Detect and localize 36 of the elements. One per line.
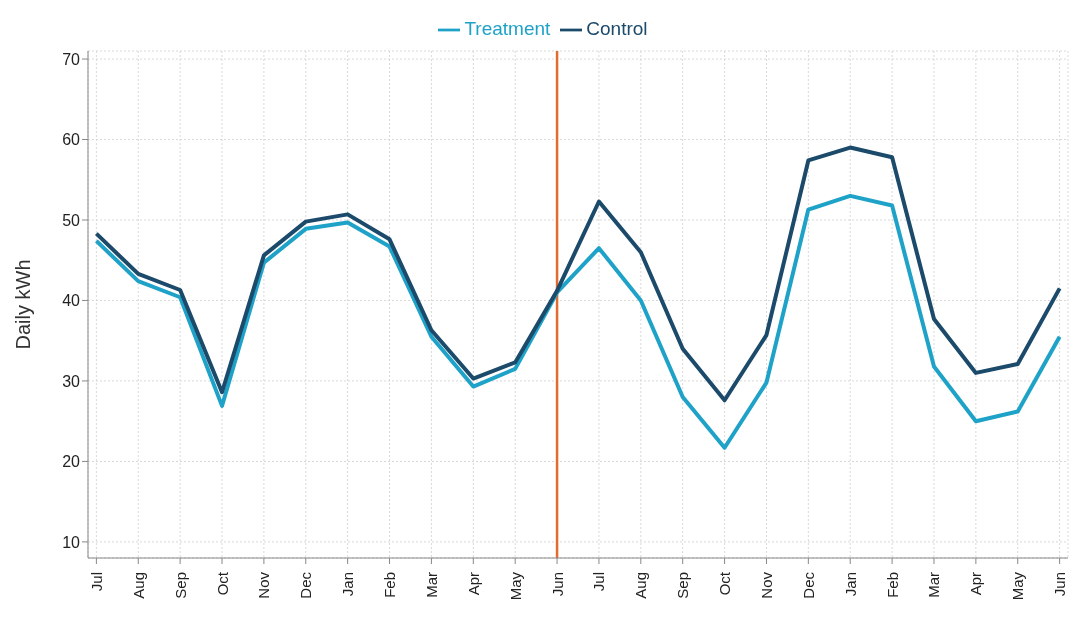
x-tick-label: Mar bbox=[422, 572, 440, 598]
line-series bbox=[94, 145, 1062, 403]
x-tick-label: Jan bbox=[339, 572, 357, 597]
x-tick-label: Nov bbox=[757, 571, 775, 599]
x-tick-label: May bbox=[1009, 571, 1027, 601]
y-tick-label: 50 bbox=[62, 211, 81, 229]
y-tick-label: 20 bbox=[62, 453, 81, 471]
y-tick-label: 10 bbox=[62, 533, 81, 551]
line-series bbox=[94, 193, 1062, 450]
y-tick-label: 70 bbox=[62, 50, 81, 68]
x-tick-label: Sep bbox=[674, 572, 692, 599]
x-tick-label: Nov bbox=[255, 571, 273, 599]
y-tick-label: 30 bbox=[62, 372, 81, 390]
x-tick-label: Jul bbox=[590, 572, 608, 592]
legend-label: Treatment bbox=[464, 18, 551, 39]
y-tick-label: 40 bbox=[62, 292, 81, 310]
x-tick-label: Aug bbox=[129, 572, 147, 599]
legend-label: Control bbox=[586, 18, 648, 39]
x-tick-label: Feb bbox=[883, 572, 901, 598]
x-tick-label: Aug bbox=[632, 572, 650, 599]
x-tick-label: Oct bbox=[213, 571, 231, 596]
x-tick-label: Dec bbox=[297, 571, 315, 599]
x-tick-label: Jan bbox=[841, 572, 859, 597]
x-tick-label: Apr bbox=[967, 572, 985, 596]
y-tick-label: 60 bbox=[62, 131, 81, 149]
x-tick-label: Apr bbox=[464, 572, 482, 596]
x-tick-label: May bbox=[506, 571, 524, 601]
x-tick-label: Feb bbox=[381, 572, 399, 598]
x-tick-label: Jul bbox=[87, 572, 105, 592]
x-tick-label: Oct bbox=[716, 571, 734, 596]
y-axis-title: Daily kWh bbox=[12, 259, 35, 350]
x-tick-label: Jun bbox=[1051, 572, 1069, 597]
x-tick-label: Jun bbox=[548, 572, 566, 597]
x-tick-label: Dec bbox=[799, 571, 817, 599]
x-tick-label: Sep bbox=[171, 572, 189, 599]
x-tick-label: Mar bbox=[925, 572, 943, 598]
